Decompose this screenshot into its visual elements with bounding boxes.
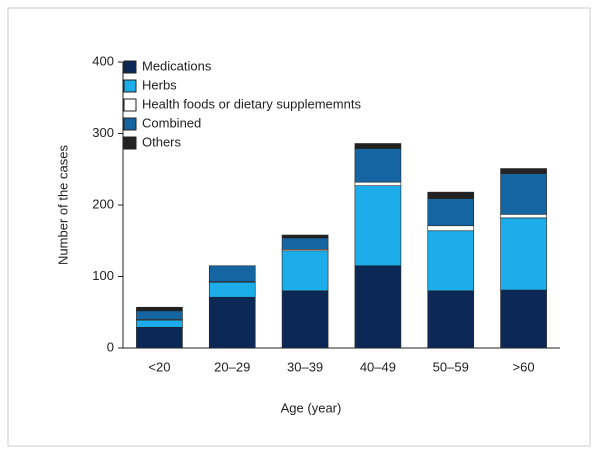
bar-segment xyxy=(500,213,547,219)
bar-segment xyxy=(208,265,256,282)
frame xyxy=(7,7,591,447)
bar-segment xyxy=(281,234,329,239)
bar-segment xyxy=(208,281,256,298)
legend-swatch xyxy=(123,117,137,131)
bar-segment xyxy=(136,306,183,312)
bar-segment xyxy=(136,319,183,328)
bar-segment xyxy=(354,181,402,186)
bar-segment xyxy=(427,191,475,199)
bar-segment xyxy=(136,326,183,349)
bar-segment xyxy=(354,148,402,183)
bar-segment xyxy=(427,198,475,227)
bar-segment xyxy=(427,225,475,232)
bar-segment xyxy=(208,296,256,349)
y-tick-label: 100 xyxy=(92,268,114,283)
y-tick-label: 300 xyxy=(92,125,114,140)
x-tick-label: >60 xyxy=(513,359,535,374)
bar-segment xyxy=(500,173,547,215)
x-axis-label: Age (year) xyxy=(281,400,342,415)
legend-swatch xyxy=(123,79,137,93)
bar-segment xyxy=(281,237,329,250)
bar-segment xyxy=(281,290,329,349)
bar-segment xyxy=(136,310,183,320)
x-tick-label: 50–59 xyxy=(433,359,469,374)
bar-segment xyxy=(281,250,329,292)
bar-segment xyxy=(354,185,402,267)
legend-label: Others xyxy=(142,134,182,149)
bar-segment xyxy=(354,143,402,149)
x-tick-label: 40–49 xyxy=(360,359,396,374)
bar-segment xyxy=(500,217,547,291)
bar-segment xyxy=(427,230,475,292)
y-axis-label: Number of the cases xyxy=(55,145,70,265)
x-tick-label: <20 xyxy=(148,359,170,374)
legend-swatch xyxy=(123,98,137,112)
legend-swatch xyxy=(123,60,137,74)
legend-swatch xyxy=(123,136,137,150)
bar-segment xyxy=(427,290,475,349)
x-tick-label: 30–39 xyxy=(287,359,323,374)
bar-segment xyxy=(500,168,547,174)
bar-segment xyxy=(354,265,402,349)
x-tick-label: 20–29 xyxy=(214,359,250,374)
legend-label: Health foods or dietary supplememnts xyxy=(142,96,361,111)
bar-segment xyxy=(500,289,547,349)
legend-label: Combined xyxy=(142,115,201,130)
y-tick-label: 200 xyxy=(92,196,114,211)
legend-label: Medications xyxy=(142,58,212,73)
y-tick-label: 0 xyxy=(107,339,114,354)
y-tick-label: 400 xyxy=(92,53,114,68)
legend-label: Herbs xyxy=(142,77,177,92)
